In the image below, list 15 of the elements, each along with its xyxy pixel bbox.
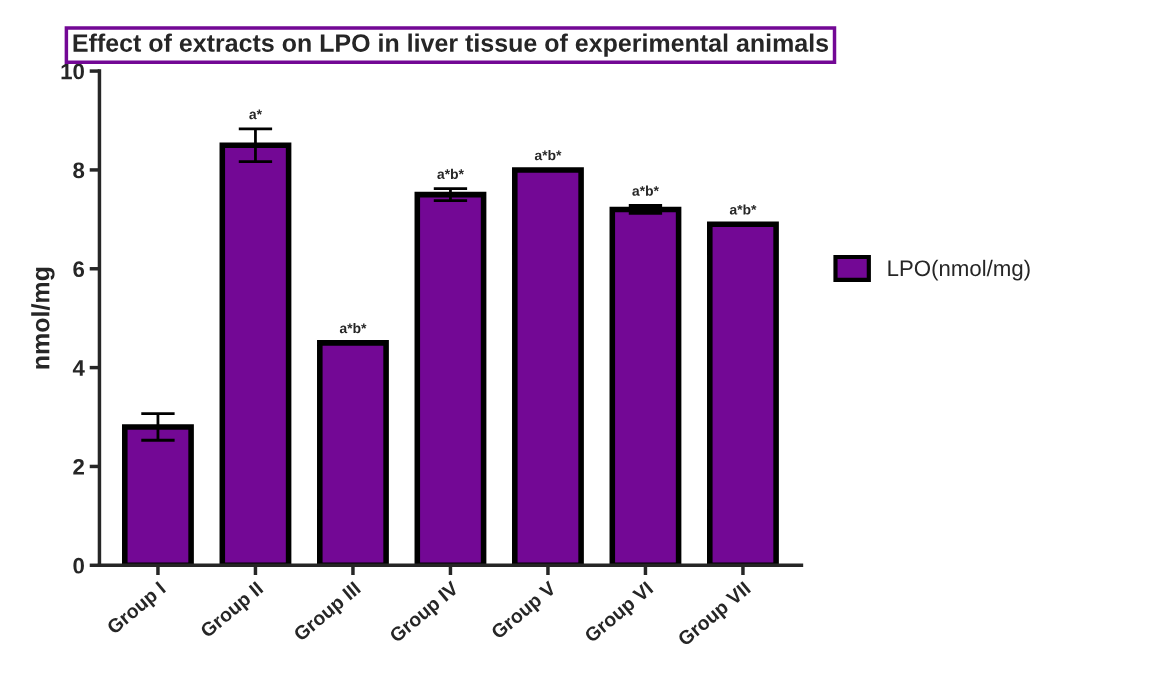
y-tick-label: 4 — [72, 360, 85, 376]
y-tick-label: 6 — [73, 261, 85, 278]
annotation: a* — [249, 109, 262, 120]
annotation: a*b* — [437, 168, 464, 180]
annotation: a*b* — [729, 204, 757, 215]
legend-label: LPO(nmol/mg) — [888, 259, 1030, 281]
annotation: a*b* — [632, 185, 659, 196]
y-tick-label: 2 — [73, 458, 84, 475]
y-axis-title: nmol/mg — [31, 267, 55, 369]
y-tick-label: 0 — [73, 557, 84, 574]
chart-title: Effect of extracts on LPO in liver tissue of experimental animals — [73, 33, 829, 57]
y-tick-label: 10 — [61, 63, 84, 80]
annotation: a*b* — [339, 323, 367, 334]
annotation: a*b* — [534, 150, 562, 161]
y-tick-label: 8 — [73, 162, 85, 179]
